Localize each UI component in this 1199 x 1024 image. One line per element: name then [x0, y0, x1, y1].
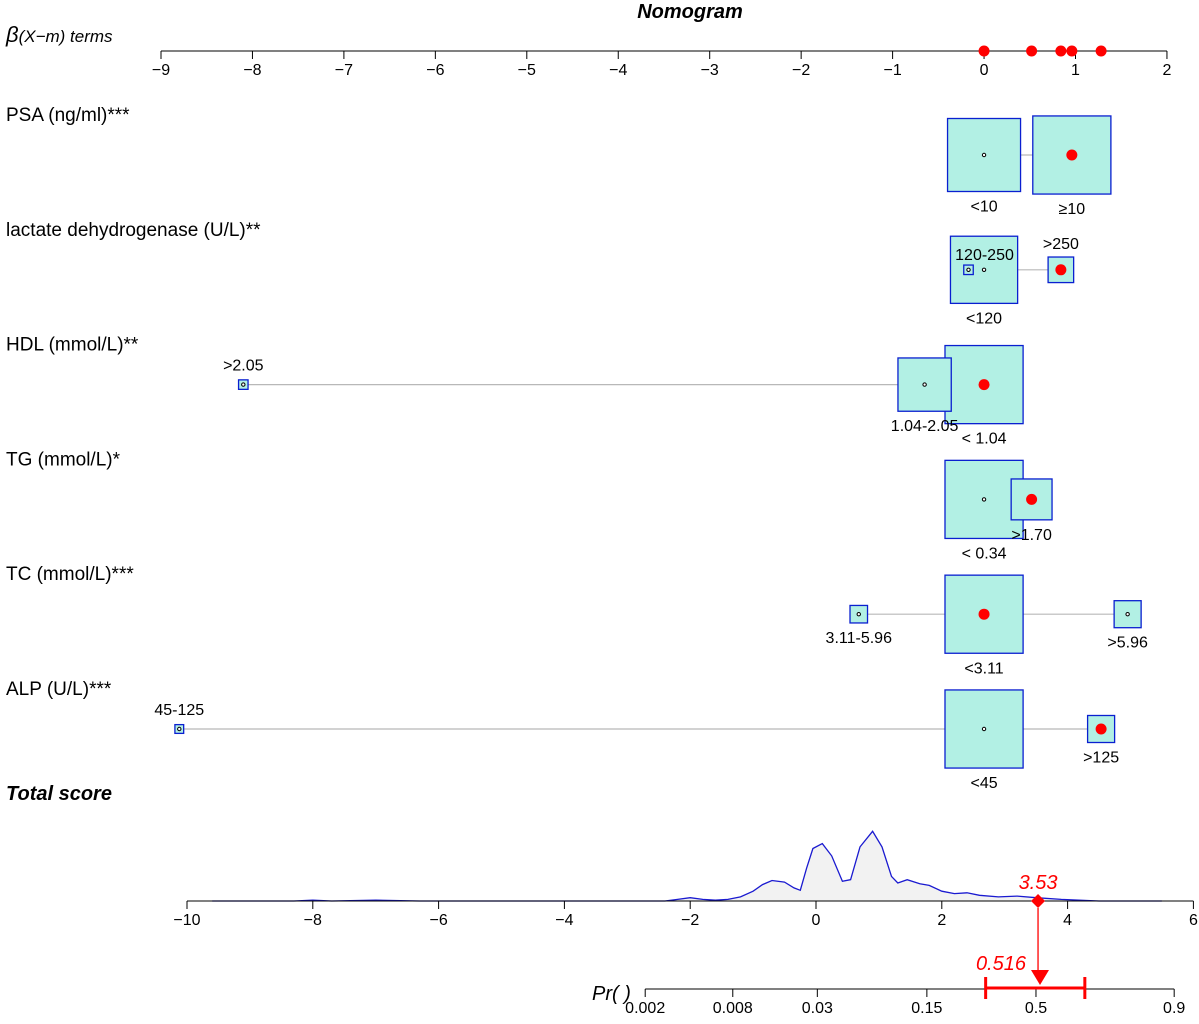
level-center-point: [981, 497, 987, 502]
beta-axis-tick-label: −3: [701, 62, 719, 79]
beta-axis-tick-label: 2: [1162, 62, 1171, 79]
total-score-section: Total score −10 −8 −6 −4 −2 0 2 4 6 3.53: [6, 783, 1198, 973]
variable-label: lactate dehydrogenase (U/L)**: [6, 220, 261, 241]
level-center-point: [177, 726, 182, 732]
level-label: <3.11: [964, 660, 1003, 677]
level-label: < 1.04: [962, 431, 1007, 448]
variable-row: HDL (mmol/L)** >2.05 1.04-2.05< 1.04: [6, 335, 1024, 448]
level-label: >1.70: [1011, 527, 1052, 544]
probability-tick-label: 0.9: [1163, 1000, 1185, 1017]
beta-axis-tick-label: −6: [426, 62, 444, 79]
total-score-tick-label: −6: [429, 912, 447, 929]
level-label: 45-125: [154, 702, 204, 719]
level-label: 1.04-2.05: [891, 418, 959, 435]
beta-selected-point: [1066, 45, 1078, 57]
beta-selected-point: [1055, 45, 1067, 57]
variable-row: ALP (U/L)*** 45-125 <45 >125: [6, 679, 1119, 792]
total-score-marker: [1031, 894, 1046, 908]
level-center-point: [241, 382, 246, 387]
variable-label: PSA (ng/ml)***: [6, 105, 130, 126]
level-center-point: [922, 382, 927, 387]
variable-label: TC (mmol/L)***: [6, 564, 134, 585]
level-label: ≥10: [1059, 201, 1086, 218]
total-score-value: 3.53: [1019, 872, 1058, 894]
level-center-point: [981, 152, 987, 158]
variable-label: ALP (U/L)***: [6, 679, 112, 700]
probability-tick-label: 0.03: [802, 1000, 833, 1017]
total-score-axis-ticks: −10 −8 −6 −4 −2 0 2 4 6: [173, 900, 1198, 929]
probability-axis-ticks: 0.002 0.008 0.03 0.15 0.5 0.9: [625, 988, 1185, 1017]
level-label: <45: [970, 775, 997, 792]
probability-label: Pr( ): [592, 983, 631, 1005]
probability-marker: [1031, 970, 1049, 985]
total-score-tick-label: −10: [173, 912, 200, 929]
beta-axis-tick-label: −9: [152, 62, 170, 79]
level-label: <120: [966, 310, 1002, 327]
total-score-tick-label: −8: [304, 912, 322, 929]
beta-axis: β(X−m) terms −9 −8 −7 −6 −5 −4 −3 −2 −1 0 1 2: [5, 22, 1171, 79]
probability-tick-label: 0.5: [1025, 1000, 1047, 1017]
level-selected-point: [1055, 264, 1067, 276]
beta-selected-point: [1026, 45, 1038, 57]
level-selected-point: [1066, 149, 1078, 161]
beta-axis-label-text: (X−m) terms: [19, 27, 113, 46]
level-selected-point: [1026, 493, 1038, 505]
beta-symbol: β: [5, 22, 19, 47]
level-label: >2.05: [223, 358, 264, 375]
total-score-label: Total score: [6, 783, 112, 805]
beta-axis-tick-label: 0: [980, 62, 989, 79]
probability-tick-label: 0.15: [911, 1000, 942, 1017]
total-score-tick-label: 6: [1189, 912, 1198, 929]
level-selected-point: [978, 608, 990, 620]
level-center-point: [981, 726, 987, 732]
beta-axis-label: β(X−m) terms: [5, 22, 113, 47]
level-label: >125: [1083, 750, 1119, 767]
beta-axis-tick-label: −1: [883, 62, 901, 79]
beta-axis-tick-label: −8: [243, 62, 261, 79]
chart-title: Nomogram: [637, 1, 743, 23]
level-label: <10: [970, 199, 997, 216]
beta-axis-tick-label: −7: [335, 62, 353, 79]
variable-row: PSA (ng/ml)*** <10 ≥10: [6, 105, 1112, 218]
probability-tick-label: 0.002: [625, 1000, 665, 1017]
total-score-tick-label: 0: [812, 912, 821, 929]
beta-axis-tick-label: 1: [1071, 62, 1080, 79]
total-score-tick-label: −4: [555, 912, 573, 929]
beta-axis-tick-label: −5: [518, 62, 536, 79]
total-score-tick-label: 4: [1063, 912, 1072, 929]
probability-tick-label: 0.008: [713, 1000, 753, 1017]
variable-row: TG (mmol/L)* < 0.34>1.70: [6, 449, 1053, 562]
variable-label: HDL (mmol/L)**: [6, 335, 139, 356]
beta-axis-tick-label: −2: [792, 62, 810, 79]
variable-row: lactate dehydrogenase (U/L)** <120 120-250…: [6, 220, 1079, 328]
level-label: 120-250: [955, 247, 1014, 264]
probability-value: 0.516: [976, 953, 1027, 975]
probability-section: Pr( ) 0.002 0.008 0.03 0.15 0.5 0.9 0.516: [592, 953, 1185, 1017]
total-score-tick-label: 2: [937, 912, 946, 929]
variable-label: TG (mmol/L)*: [6, 449, 121, 470]
level-label: 3.11-5.96: [826, 630, 893, 647]
level-selected-point: [978, 379, 990, 391]
probability-confidence-interval: [984, 977, 1087, 999]
level-label: >250: [1043, 236, 1079, 253]
beta-axis-ticks: −9 −8 −7 −6 −5 −4 −3 −2 −1 0 1 2: [152, 45, 1171, 79]
level-label: >5.96: [1107, 635, 1148, 652]
beta-selected-point: [978, 45, 990, 57]
level-center-point: [966, 267, 971, 272]
level-center-point: [1125, 612, 1130, 617]
level-center-point: [856, 612, 861, 617]
level-center-point: [981, 267, 987, 272]
beta-axis-tick-label: −4: [609, 62, 627, 79]
level-selected-point: [1095, 723, 1107, 735]
level-label: < 0.34: [962, 545, 1007, 562]
total-score-tick-label: −2: [681, 912, 699, 929]
variable-row: TC (mmol/L)*** 3.11-5.96 <3.11 >5.96: [6, 564, 1148, 677]
variable-rows: PSA (ng/ml)*** <10 ≥10 lactate dehydrogenas…: [6, 105, 1148, 792]
beta-selected-point: [1095, 45, 1107, 57]
